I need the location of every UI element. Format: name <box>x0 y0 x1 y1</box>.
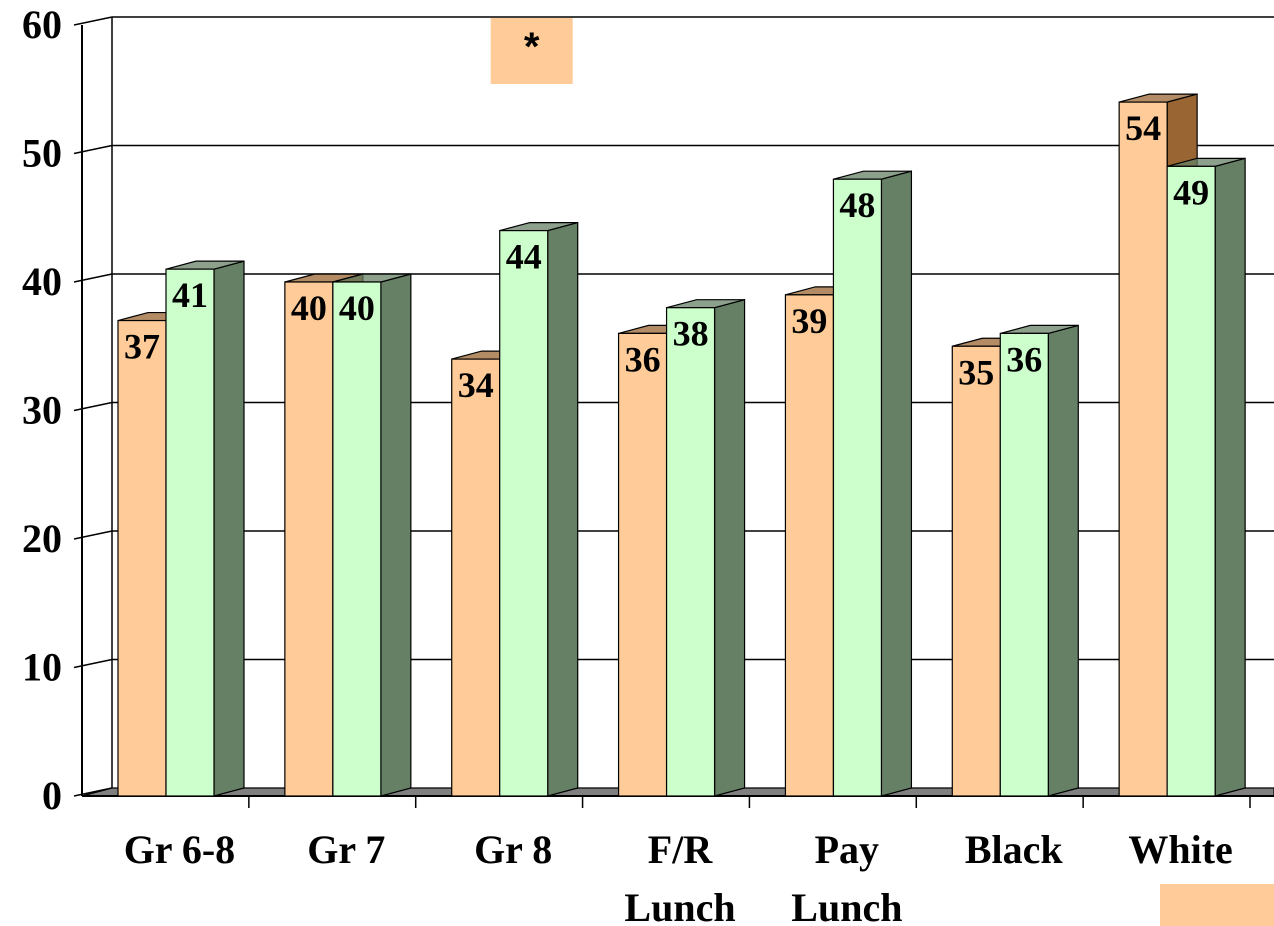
bar-2-0 <box>451 358 501 797</box>
data-label-1-1: 40 <box>339 288 375 328</box>
annotation-box-0 <box>490 18 573 84</box>
bar-6-0 <box>1118 101 1168 797</box>
y-tick-label-10: 10 <box>22 645 62 690</box>
bar-5-0 <box>951 345 1001 797</box>
data-label-6-1: 49 <box>1173 172 1209 212</box>
bar-5-1 <box>999 332 1049 797</box>
bar-side-2-1 <box>547 221 579 797</box>
bar-6-1 <box>1166 165 1216 797</box>
bar-2-1 <box>499 230 549 797</box>
y-tick-mark-30 <box>73 401 113 412</box>
bar-side-5-1 <box>1047 324 1079 797</box>
y-tick-label-50: 50 <box>22 131 62 176</box>
bar-0-0 <box>117 319 167 797</box>
data-label-2-1: 44 <box>506 237 542 277</box>
data-label-0-0: 37 <box>124 327 160 367</box>
y-tick-mark-50 <box>73 144 113 155</box>
bar-side-0-1 <box>213 260 245 797</box>
y-tick-label-0: 0 <box>42 773 62 818</box>
data-labels: 37 41 40 40 34 44 36 38 39 48 35 36 54 49 <box>124 108 1209 405</box>
x-tick-label-0-0: Gr 6-8 <box>124 827 235 872</box>
y-tick-mark-10 <box>73 658 113 669</box>
bar-3-0 <box>617 332 668 797</box>
legend-swatch <box>1160 884 1274 926</box>
bar-side-6-1 <box>1214 157 1246 797</box>
data-label-2-0: 34 <box>458 365 494 405</box>
bars <box>117 93 1246 797</box>
annotation-text-0: * <box>524 25 540 69</box>
data-label-5-1: 36 <box>1006 339 1042 379</box>
y-tick-label-60: 60 <box>22 2 62 47</box>
y-tick-mark-20 <box>73 530 113 540</box>
x-tick-label-4-0: Pay <box>815 827 879 872</box>
data-label-3-0: 36 <box>625 339 661 379</box>
bar-4-1 <box>832 178 883 797</box>
x-tick-label-2-0: Gr 8 <box>474 827 552 872</box>
bar-side-3-1 <box>713 298 746 797</box>
annotations: * <box>490 18 1274 926</box>
bar-1-1 <box>332 281 382 797</box>
y-tick-label-30: 30 <box>22 388 62 433</box>
y-tick-mark-40 <box>73 273 113 283</box>
bar-3-1 <box>665 307 716 797</box>
x-tick-label-3-1: Lunch <box>624 885 735 926</box>
x-tick-labels: Gr 6-8 Gr 7 Gr 8 F/R Lunch Pay Lunch Black White <box>124 827 1233 926</box>
data-label-3-1: 38 <box>673 314 709 354</box>
x-tick-label-4-1: Lunch <box>791 885 902 926</box>
bar-1-0 <box>284 281 334 797</box>
y-tick-label-40: 40 <box>22 259 62 304</box>
bar-side-1-1 <box>380 273 412 797</box>
y-tick-label-20: 20 <box>22 516 62 561</box>
x-tick-label-6-0: White <box>1128 827 1232 872</box>
bar-side-4-1 <box>880 170 913 797</box>
bar-0-1 <box>165 268 215 797</box>
data-label-1-0: 40 <box>291 288 327 328</box>
data-label-4-0: 39 <box>791 301 827 341</box>
data-label-5-0: 35 <box>958 352 994 392</box>
y-tick-mark-60 <box>73 16 113 26</box>
data-label-4-1: 48 <box>839 185 875 225</box>
data-label-0-1: 41 <box>172 275 208 315</box>
data-label-6-0: 54 <box>1125 108 1161 148</box>
bar-4-0 <box>784 294 835 797</box>
x-tick-label-3-0: F/R <box>648 827 714 872</box>
x-tick-label-5-0: Black <box>965 827 1064 872</box>
x-tick-label-1-0: Gr 7 <box>307 827 385 872</box>
y-tick-labels: 0 10 20 30 40 50 60 <box>22 2 62 818</box>
